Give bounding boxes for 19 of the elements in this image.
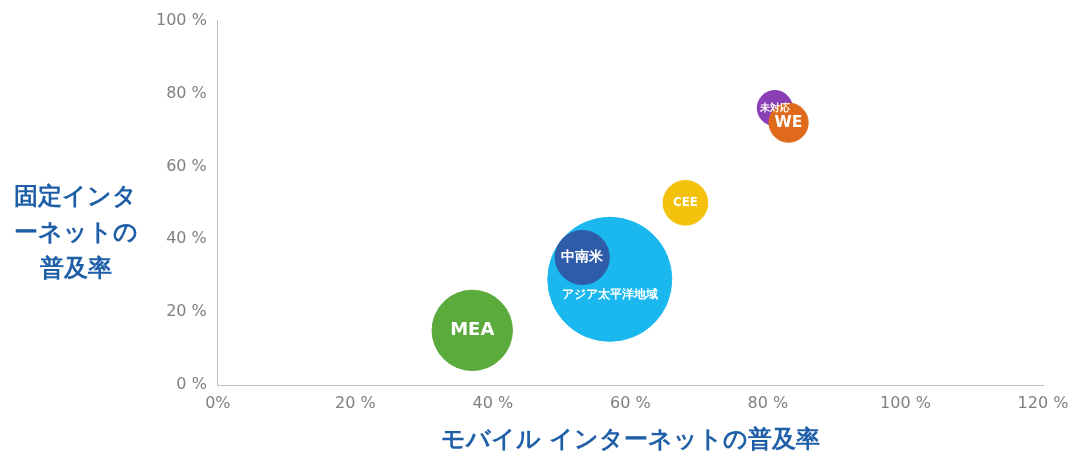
x-axis-title: モバイル インターネットの普及率: [440, 424, 821, 453]
y-tick-label: 0 %: [176, 374, 207, 394]
x-tick-label: 80 %: [747, 392, 789, 412]
x-tick-label: 100 %: [880, 392, 931, 412]
series-label: CEE: [672, 194, 698, 209]
x-tick-label: 120 %: [1017, 392, 1069, 412]
x-tick-label: 40 %: [472, 392, 514, 412]
series-label: アジア太平洋地域: [561, 286, 658, 302]
y-tick-label: 40 %: [166, 228, 207, 248]
y-tick-label: 60 %: [166, 155, 207, 175]
y-tick-label: 100 %: [156, 9, 207, 29]
y-tick-label: 80 %: [166, 82, 207, 102]
x-tick-label: 0%: [205, 392, 231, 412]
x-tick-label: 60 %: [610, 392, 651, 412]
y-axis-title: 固定インターネットの普及率: [12, 181, 139, 284]
series-label: 中南米: [561, 248, 605, 265]
y-tick-label: 20 %: [166, 301, 207, 321]
series-label: MEA: [450, 318, 495, 340]
x-tick-label: 20 %: [335, 392, 376, 412]
